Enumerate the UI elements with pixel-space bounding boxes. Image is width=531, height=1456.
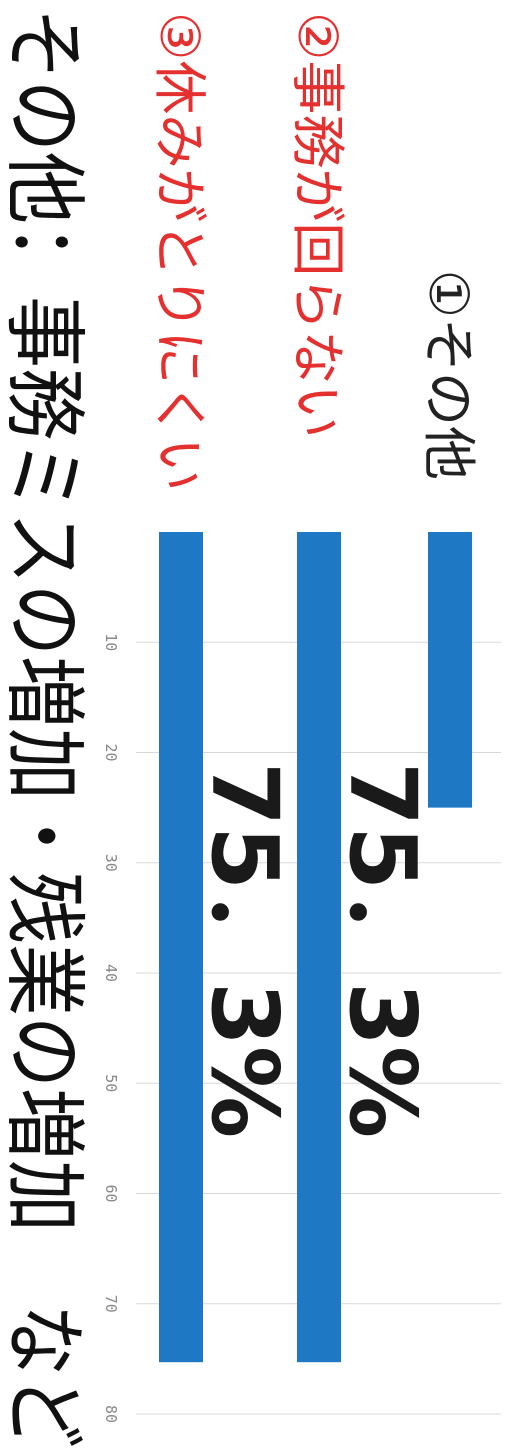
data-labels: 75．3% 75．3% [191, 762, 436, 1138]
tick-label-40: 40 [102, 964, 120, 982]
category-labels: ①その他 ②事務が回らない ③休みがとりにくい [148, 12, 480, 491]
tick-label-70: 70 [102, 1295, 120, 1313]
tick-label-10: 10 [102, 633, 120, 651]
bar-2 [297, 532, 341, 1363]
data-label-3: 75．3% [191, 762, 298, 1138]
category-label-1: ①その他 [417, 270, 480, 480]
tick-label-20: 20 [102, 744, 120, 762]
bar-3 [159, 532, 203, 1363]
data-label-2: 75．3% [329, 762, 436, 1138]
category-label-3: ③休みがとりにくい [148, 12, 211, 491]
tick-label-30: 30 [102, 854, 120, 872]
tick-label-60: 60 [102, 1185, 120, 1203]
category-label-2: ②事務が回らない [286, 12, 349, 438]
tick-label-50: 50 [102, 1074, 120, 1092]
bars [159, 532, 472, 1363]
bar-1 [428, 532, 472, 808]
x-axis-tick-labels: 10 20 30 40 50 60 70 80 [102, 633, 120, 1423]
tick-label-80: 80 [102, 1405, 120, 1423]
footnote-text: その他：事務ミスの増加・残業の増加 など [0, 8, 91, 1448]
